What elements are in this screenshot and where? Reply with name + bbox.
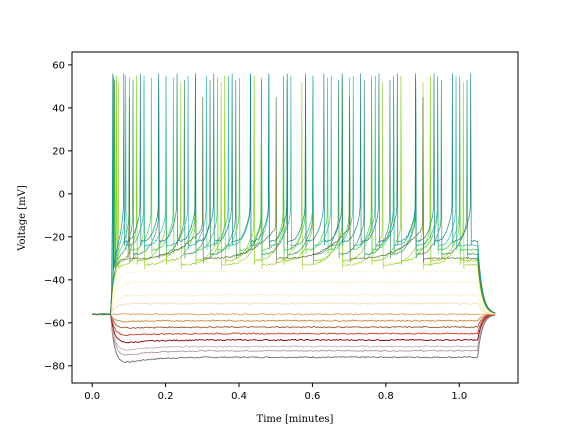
spiking-trace xyxy=(92,97,496,316)
hyperpolarized-trace xyxy=(92,313,496,323)
x-tick-label: 0.0 xyxy=(84,391,100,402)
x-tick-label: 1.0 xyxy=(451,391,467,402)
hyperpolarized-trace xyxy=(92,313,496,351)
series-layer xyxy=(92,73,496,364)
y-axis-ticks: −80 −60 −40 −20 0 20 40 60 xyxy=(44,60,72,372)
y-tick-label: 20 xyxy=(52,146,65,157)
y-tick-label: −40 xyxy=(44,275,65,286)
hyperpolarized-trace xyxy=(92,313,496,364)
y-tick-label: 40 xyxy=(52,103,65,114)
hyperpolarized-trace xyxy=(92,313,496,316)
spiking-trace xyxy=(92,77,496,316)
subthreshold-trace xyxy=(92,302,496,316)
hyperpolarized-trace xyxy=(92,313,496,329)
hyperpolarized-trace xyxy=(92,313,496,337)
y-tick-label: 60 xyxy=(52,60,65,71)
hyperpolarized-trace xyxy=(92,313,496,356)
y-axis-label: Voltage [mV] xyxy=(17,185,28,252)
x-axis-label: Time [minutes] xyxy=(257,414,334,425)
subthreshold-trace xyxy=(92,261,496,316)
y-tick-label: −60 xyxy=(44,318,65,329)
y-tick-label: 0 xyxy=(59,189,65,200)
subthreshold-trace xyxy=(92,269,496,315)
plot-frame xyxy=(71,51,519,384)
x-tick-label: 0.6 xyxy=(304,391,320,402)
spiking-trace xyxy=(92,75,496,316)
spiking-trace xyxy=(92,73,496,315)
subthreshold-trace xyxy=(92,293,496,316)
x-tick-label: 0.2 xyxy=(158,391,174,402)
x-tick-label: 0.8 xyxy=(378,391,394,402)
hyperpolarized-trace xyxy=(92,313,496,344)
subthreshold-trace xyxy=(92,280,496,316)
spiking-trace xyxy=(92,79,496,316)
spiking-trace xyxy=(92,82,496,315)
y-tick-label: −20 xyxy=(44,232,65,243)
x-tick-label: 0.4 xyxy=(231,391,247,402)
spiking-trace xyxy=(92,75,496,316)
x-axis-ticks: 0.0 0.2 0.4 0.6 0.8 1.0 xyxy=(84,383,467,402)
y-tick-label: −80 xyxy=(44,361,65,372)
